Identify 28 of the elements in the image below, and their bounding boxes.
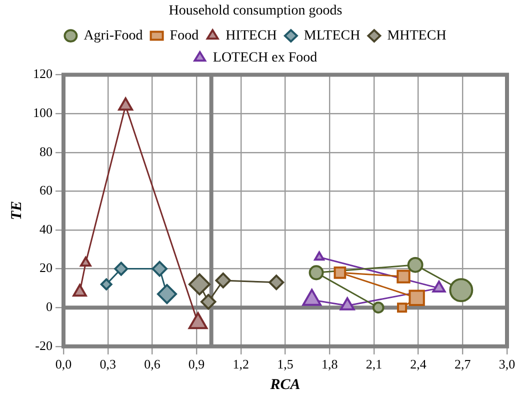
x-tick-label: 0,9	[188, 356, 205, 372]
x-axis-title: RCA	[269, 376, 300, 393]
x-tick-label: 1,5	[277, 356, 294, 372]
x-tick-label: 0,0	[55, 356, 72, 372]
legend-label: MHTECH	[387, 28, 446, 44]
legend-label: LOTECH ex Food	[212, 50, 318, 66]
y-tick-label: 0	[46, 299, 52, 314]
x-tick-label: 0,3	[100, 356, 116, 372]
y-tick-label: 40	[40, 221, 52, 236]
legend-title: Household consumption goods	[168, 4, 342, 19]
y-tick-label: 100	[33, 105, 52, 120]
x-tick-label: 2,4	[410, 356, 427, 372]
y-tick-label: 120	[33, 66, 52, 82]
y-tick-label: 60	[40, 182, 52, 198]
legend-label: Food	[170, 28, 199, 44]
x-tick-label: 3,0	[498, 356, 516, 372]
y-tick-label: -20	[35, 338, 52, 353]
legend-label: MLTECH	[304, 28, 360, 44]
y-tick-label: 20	[40, 260, 52, 276]
legend-label: HITECH	[226, 28, 277, 44]
x-tick-label: 0,6	[144, 356, 161, 372]
x-tick-label: 2,7	[454, 356, 472, 372]
x-tick-label: 1,2	[232, 356, 250, 372]
y-axis-title: TE	[8, 201, 25, 220]
x-tick-label: 2,1	[366, 356, 382, 372]
y-tick-label: 80	[40, 144, 52, 159]
legend-label: Agri-Food	[84, 28, 143, 44]
x-tick-label: 1,8	[321, 356, 338, 372]
